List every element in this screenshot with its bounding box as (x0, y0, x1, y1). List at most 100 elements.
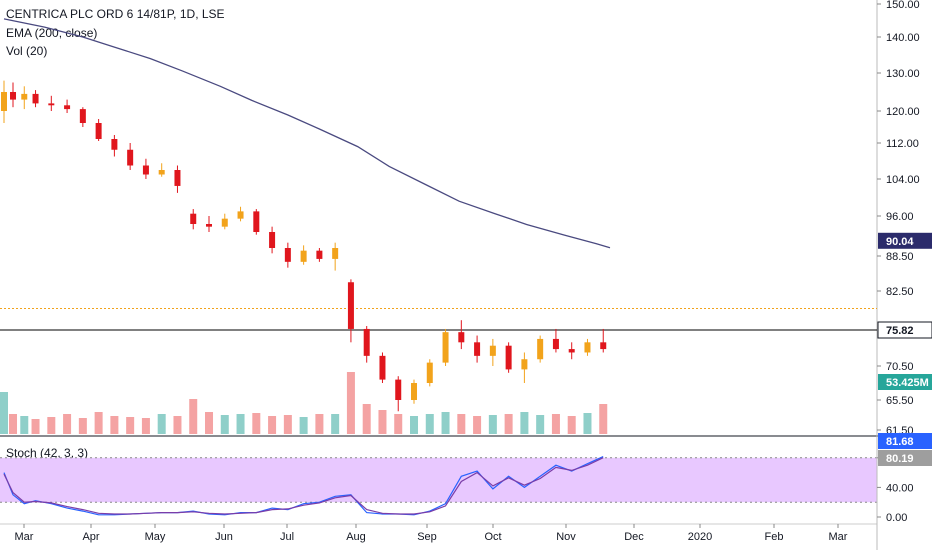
candle-body (269, 232, 276, 248)
volume-bar (141, 418, 150, 434)
volume-bar (441, 412, 450, 434)
candle-body (316, 250, 323, 259)
volume-badge: 53.425M (886, 377, 929, 389)
stoch-legend: Stoch (42, 3, 3) (6, 446, 89, 460)
time-tick-label: Jun (215, 531, 233, 543)
vol-legend: Vol (20) (6, 44, 48, 58)
candle-body (10, 92, 17, 100)
volume-bar (0, 392, 8, 434)
volume-bar (394, 414, 403, 434)
volume-bar (205, 412, 214, 434)
volume-bar (47, 417, 56, 434)
price-tick-label: 112.00 (886, 138, 919, 150)
volume-bar (457, 414, 466, 434)
time-tick-label: Feb (765, 531, 784, 543)
candle-body (489, 345, 496, 356)
volume-bar (315, 414, 324, 434)
candle-body (32, 93, 39, 104)
candle-body (95, 123, 102, 139)
time-tick-label: Aug (346, 531, 366, 543)
volume-bar (31, 419, 40, 434)
candle-body (458, 332, 465, 343)
candle-body (600, 342, 607, 350)
volume-bar (362, 404, 371, 434)
volume-bar (126, 417, 135, 434)
volume-bar (63, 414, 72, 434)
ema-legend: EMA (200, close) (6, 26, 98, 40)
stoch-k-badge-bg (878, 433, 932, 449)
stoch-band (0, 457, 877, 503)
volume-bar (268, 416, 277, 434)
volume-bar (110, 416, 119, 434)
candle-body (142, 165, 149, 175)
price-badge: 75.82 (886, 325, 914, 337)
time-tick-label: May (145, 531, 166, 543)
price-tick-label: 70.50 (886, 361, 914, 373)
stoch-d-line (3, 457, 604, 515)
candle-body (505, 345, 512, 370)
time-tick-label: Nov (556, 531, 576, 543)
candle-body (127, 149, 134, 166)
price-badge-bg (877, 321, 932, 339)
candle-body (64, 105, 71, 110)
volume-bar (551, 414, 560, 434)
volume-bar (252, 413, 261, 434)
price-tick-label: 65.50 (886, 395, 914, 407)
volume-bar (94, 412, 103, 434)
volume-bar (567, 416, 576, 434)
volume-bar (236, 414, 245, 434)
time-tick-label: Apr (82, 531, 99, 543)
candle-body (111, 139, 118, 150)
candle-body (379, 355, 386, 380)
volume-badge-bg (878, 374, 932, 390)
volume-bar (583, 413, 592, 434)
volume-bar (157, 414, 166, 434)
candle-body (206, 224, 213, 227)
chart-title: CENTRICA PLC ORD 6 14/81P, 1D, LSE (6, 7, 225, 21)
volume-bar (425, 414, 434, 434)
ema-badge: 90.04 (886, 236, 914, 248)
candle-body (221, 218, 228, 227)
stoch-tick-label: 0.00 (886, 512, 907, 524)
volume-bar (78, 418, 87, 434)
candle-body (442, 332, 449, 363)
volume-bar (173, 416, 182, 434)
stoch-d-badge: 80.19 (886, 453, 914, 465)
volume-bar (536, 415, 545, 434)
volume-bar (520, 412, 529, 434)
price-tick-label: 120.00 (886, 106, 920, 118)
price-tick-label: 140.00 (886, 32, 920, 44)
time-tick-label: Mar (829, 531, 848, 543)
candle-body (411, 383, 418, 400)
volume-bar (331, 414, 340, 434)
time-tick-label: Dec (624, 531, 644, 543)
candle-body (21, 93, 28, 100)
time-tick-label: Jul (280, 531, 294, 543)
stoch-d-badge-bg (878, 450, 932, 466)
volume-bar (378, 410, 387, 434)
candle-body (190, 213, 197, 224)
volume-bar (189, 399, 198, 434)
candle-body (1, 92, 7, 111)
volume-bar (220, 415, 229, 434)
time-tick-label: Mar (15, 531, 34, 543)
candle-body (395, 379, 402, 400)
candle-body (537, 338, 544, 360)
volume-bar (283, 415, 292, 434)
candle-body (474, 342, 481, 356)
price-tick-label: 130.00 (886, 68, 920, 80)
price-tick-label: 82.50 (886, 286, 914, 298)
time-tick-label: 2020 (688, 531, 712, 543)
volume-bar (504, 414, 513, 434)
candle-body (284, 248, 291, 262)
stoch-k-badge: 81.68 (886, 436, 914, 448)
candle-body (174, 170, 181, 186)
price-tick-label: 96.00 (886, 211, 914, 223)
stoch-tick-label: 40.00 (886, 482, 914, 494)
volume-bar (9, 414, 18, 434)
candle-body (332, 248, 339, 259)
candle-body (347, 282, 354, 329)
candle-body (300, 250, 307, 262)
candle-body (253, 211, 260, 232)
